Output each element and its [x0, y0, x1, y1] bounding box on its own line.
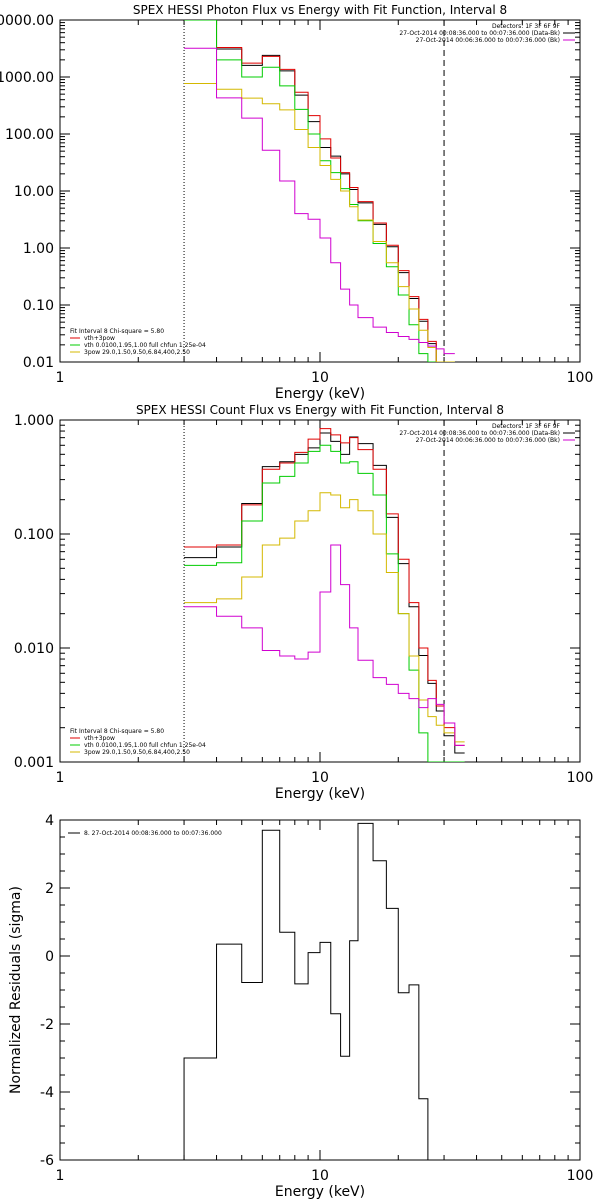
- y-tick-label: 4: [45, 813, 54, 829]
- x-tick-label: 1: [56, 770, 65, 786]
- fit-legend-text: 3pow 29.0,1.50,9.50,6.84,400,2.50: [84, 749, 190, 756]
- chart-panel-3: [59, 819, 581, 1161]
- y-tick-label: 0.100: [14, 527, 54, 543]
- legend-text: 8. 27-Oct-2014 00:08:36.000 to 00:07:36.…: [84, 830, 222, 837]
- x-tick-label: 100: [567, 1168, 594, 1184]
- legend-text: 27-Oct-2014 00:08:36.000 to 00:07:36.000…: [399, 30, 560, 37]
- series-line-yellow: [184, 82, 455, 362]
- chart-title: SPEX HESSI Count Flux vs Energy with Fit…: [136, 403, 504, 417]
- series-line-black: [184, 432, 465, 754]
- series-line-black: [183, 822, 429, 1160]
- chart-panel-2: [59, 419, 581, 763]
- series-line-magenta: [184, 47, 455, 355]
- y-tick-label: -6: [40, 1153, 54, 1169]
- x-axis-label: Energy (keV): [275, 1184, 365, 1200]
- x-tick-label: 1: [56, 1168, 65, 1184]
- legend-text: 27-Oct-2014 00:06:36.000 to 00:07:36.000…: [416, 37, 560, 44]
- series-group: [184, 20, 455, 362]
- x-tick-label: 1: [56, 370, 65, 386]
- fit-legend-text: Fit Interval 8 Chi-square = 5.80: [70, 728, 164, 735]
- legend-text: 27-Oct-2014 00:08:36.000 to 00:07:36.000…: [399, 430, 560, 437]
- fit-legend-text: vth 0.0100,1.95,1.00 full chfun 1.25e-04: [84, 742, 206, 749]
- y-tick-label: 1.00: [23, 241, 54, 257]
- series-line-green: [184, 20, 455, 362]
- x-tick-label: 10: [311, 1168, 329, 1184]
- y-tick-label: -2: [40, 1017, 54, 1033]
- y-tick-label: 2: [45, 881, 54, 897]
- fit-legend-text: vth+3pow: [84, 335, 115, 342]
- y-tick-label: 10.00: [14, 184, 54, 200]
- y-tick-label: 0.01: [23, 355, 54, 371]
- y-tick-label: 1.000: [14, 413, 54, 429]
- y-tick-label: 0: [45, 949, 54, 965]
- y-tick-label: 0.010: [14, 641, 54, 657]
- x-tick-label: 100: [567, 770, 594, 786]
- y-tick-label: 100.00: [5, 127, 54, 143]
- y-tick-label: -4: [40, 1085, 54, 1101]
- legend-text: Detectors: 1F 3F 6F 9F: [492, 23, 561, 30]
- series-line-red: [184, 428, 465, 746]
- x-tick-label: 100: [567, 370, 594, 386]
- series-line-magenta: [184, 544, 465, 746]
- y-axis-label: Normalized Residuals (sigma): [8, 886, 24, 1094]
- x-tick-label: 10: [311, 370, 329, 386]
- chart-panel-1: [59, 19, 581, 363]
- x-axis-label: Energy (keV): [275, 786, 365, 802]
- chart-title: SPEX HESSI Photon Flux vs Energy with Fi…: [133, 3, 507, 17]
- series-line-green: [184, 444, 465, 762]
- y-tick-label: 0.001: [14, 755, 54, 771]
- series-line-yellow: [184, 492, 465, 743]
- x-tick-label: 10: [311, 770, 329, 786]
- y-tick-label: 1000.00: [0, 70, 54, 86]
- y-tick-label: 0.10: [23, 298, 54, 314]
- fit-legend-text: 3pow 29.0,1.50,9.50,6.84,400,2.50: [84, 349, 190, 356]
- series-group: [183, 822, 429, 1160]
- fit-legend-text: vth 0.0100,1.95,1.00 full chfun 1.25e-04: [84, 342, 206, 349]
- series-group: [184, 428, 465, 762]
- legend-text: Detectors: 1F 3F 6F 9F: [492, 423, 561, 430]
- x-axis-label: Energy (keV): [275, 386, 365, 402]
- fit-legend-text: Fit Interval 8 Chi-square = 5.80: [70, 328, 164, 335]
- legend-text: 27-Oct-2014 00:06:36.000 to 00:07:36.000…: [416, 437, 560, 444]
- fit-legend-text: vth+3pow: [84, 735, 115, 742]
